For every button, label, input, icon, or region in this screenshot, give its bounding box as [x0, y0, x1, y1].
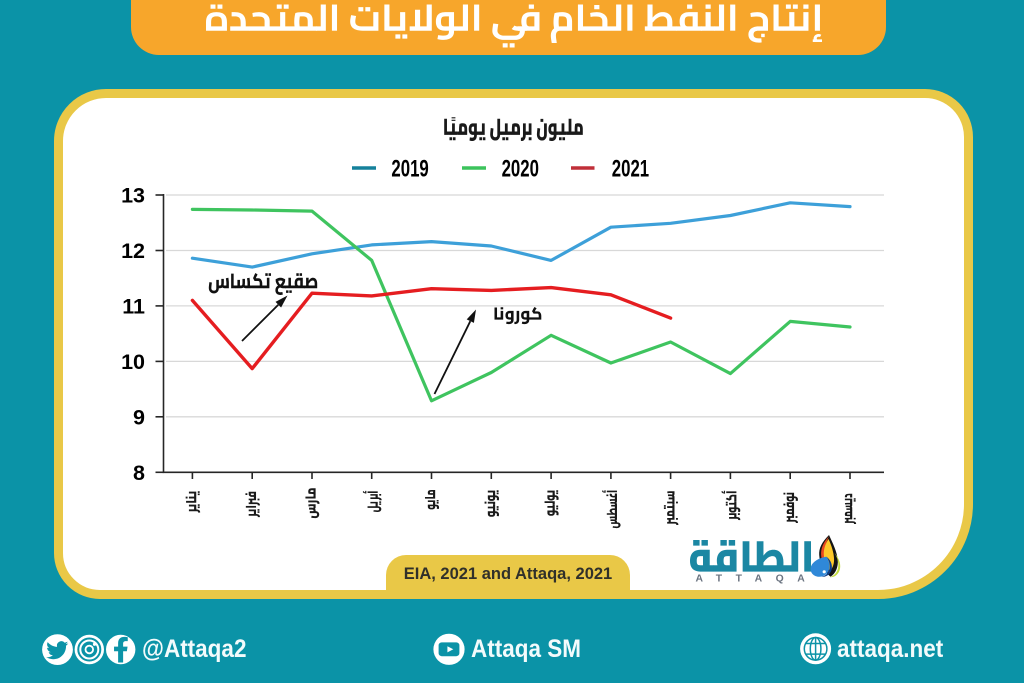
svg-text:9: 9 — [133, 405, 145, 429]
svg-text:2021: 2021 — [612, 156, 649, 183]
svg-text:12: 12 — [121, 239, 145, 263]
svg-text:2020: 2020 — [502, 156, 539, 183]
svg-text:2019: 2019 — [391, 156, 428, 183]
svg-text:8: 8 — [133, 461, 145, 485]
svg-text:10: 10 — [121, 350, 145, 374]
svg-text:ATTAQA: ATTAQA — [696, 574, 819, 585]
svg-text:11: 11 — [122, 295, 145, 319]
svg-text:13: 13 — [121, 184, 145, 208]
